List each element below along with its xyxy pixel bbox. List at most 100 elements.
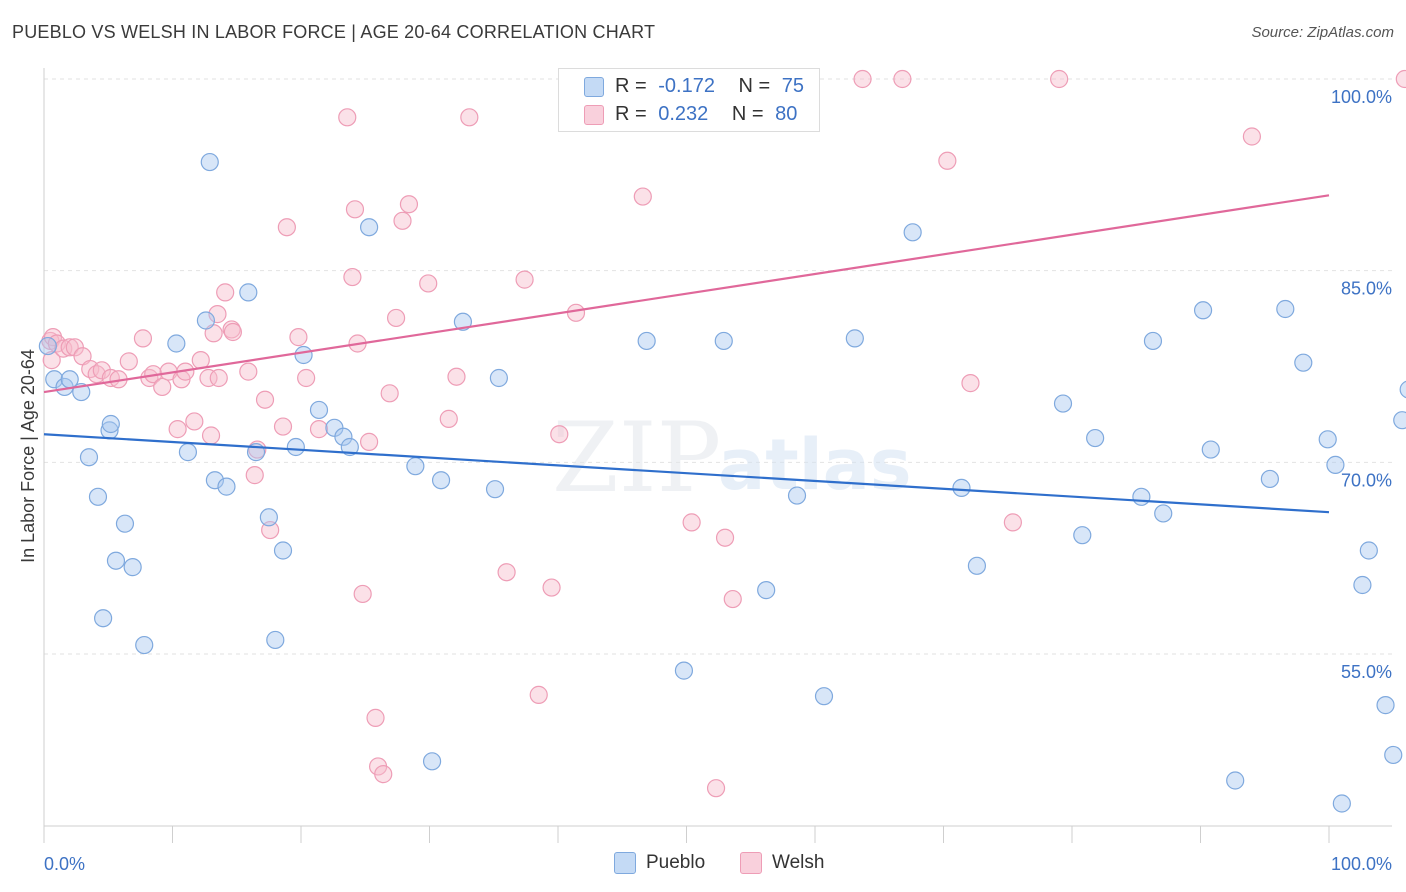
welsh-point <box>119 352 138 371</box>
y-tick-label: 55.0% <box>1341 662 1392 682</box>
chart-title: PUEBLO VS WELSH IN LABOR FORCE | AGE 20-… <box>12 22 656 42</box>
welsh-point <box>60 338 79 357</box>
y-axis-label: In Labor Force | Age 20-64 <box>18 349 38 563</box>
x-tick-label-min: 0.0% <box>44 854 85 874</box>
welsh-n-label: N = <box>731 103 764 125</box>
label-layer: 55.0% 70.0% 85.0% 100.0% 0.0% 100.0% In Labor … <box>18 87 1392 874</box>
pueblo-point <box>135 635 154 655</box>
welsh-point <box>1003 513 1022 532</box>
pueblo-point <box>178 443 198 462</box>
pueblo-point <box>485 480 505 499</box>
welsh-point <box>273 417 293 436</box>
welsh-point <box>542 578 561 597</box>
pueblo-point <box>967 556 987 575</box>
welsh-point <box>439 409 458 428</box>
pueblo-r-label: R = <box>615 75 647 97</box>
welsh-point <box>682 513 701 532</box>
pueblo-point <box>1399 380 1406 399</box>
pueblo-point <box>106 551 126 570</box>
pueblo-point <box>266 630 285 650</box>
welsh-point <box>1395 69 1406 89</box>
legend-item-welsh[interactable]: Welsh <box>740 852 824 874</box>
pueblo-point <box>123 558 142 577</box>
welsh-point <box>54 339 73 358</box>
welsh-point <box>255 390 275 409</box>
welsh-point <box>245 466 264 485</box>
welsh-point <box>529 685 548 704</box>
welsh-point <box>309 420 329 439</box>
pueblo-point <box>637 331 656 351</box>
welsh-point <box>153 377 172 397</box>
trend-layer <box>43 194 1330 514</box>
watermark-atlas: atlas <box>718 424 912 506</box>
welsh-point <box>223 322 242 342</box>
welsh-point <box>393 211 412 230</box>
pueblo-point <box>259 508 278 527</box>
pueblo-point <box>1276 299 1295 319</box>
welsh-point <box>353 584 372 604</box>
welsh-point <box>366 708 385 727</box>
welsh-point <box>1050 69 1069 89</box>
legend-welsh-swatch <box>740 852 762 874</box>
pueblo-point <box>286 437 305 457</box>
pueblo-point <box>1132 487 1151 506</box>
legend-item-pueblo[interactable]: Pueblo <box>614 852 705 874</box>
stats-legend: R = -0.172 N = 75 R = 0.232 N = 80 <box>558 68 820 132</box>
legend-welsh-label: Welsh <box>772 852 825 873</box>
pueblo-point <box>273 541 293 560</box>
pueblo-point <box>1143 331 1163 351</box>
welsh-point <box>386 308 406 328</box>
welsh-point <box>550 425 569 444</box>
welsh-point <box>893 69 912 89</box>
welsh-point <box>343 267 362 287</box>
welsh-swatch <box>584 105 604 125</box>
welsh-point <box>277 218 296 237</box>
welsh-r-value: 0.232 <box>658 103 709 125</box>
welsh-point <box>566 303 586 322</box>
welsh-point <box>497 563 516 582</box>
welsh-point <box>360 432 379 451</box>
welsh-point <box>133 329 153 348</box>
legend-pueblo-label: Pueblo <box>646 852 706 873</box>
pueblo-point <box>79 448 99 467</box>
axis-layer <box>43 68 1392 843</box>
pueblo-point <box>94 609 113 628</box>
pueblo-point <box>845 329 864 348</box>
welsh-point <box>42 351 61 370</box>
welsh-point <box>419 274 438 293</box>
welsh-point <box>380 384 399 403</box>
welsh-point <box>715 528 735 547</box>
pueblo-point <box>489 368 508 388</box>
y-tick-label: 85.0% <box>1341 279 1392 299</box>
pueblo-point <box>1073 526 1092 545</box>
watermark-zip: ZIP <box>552 402 721 514</box>
pueblo-n-label: N = <box>738 75 771 97</box>
welsh-point <box>938 151 957 170</box>
welsh-point <box>201 426 221 445</box>
welsh-point <box>345 200 365 219</box>
welsh-point <box>338 108 357 127</box>
chart-source: Source: ZipAtlas.com <box>1251 24 1394 41</box>
pueblo-point <box>1359 541 1378 560</box>
pueblo-point <box>431 471 451 490</box>
pueblo-point <box>1260 469 1279 489</box>
welsh-point <box>209 368 228 388</box>
welsh-point <box>853 69 872 89</box>
welsh-point <box>706 779 726 798</box>
pueblo-point <box>360 218 379 237</box>
welsh-point <box>460 108 479 127</box>
pueblo-point <box>1384 745 1403 765</box>
pueblo-point <box>1226 771 1245 790</box>
pueblo-point <box>674 661 694 680</box>
pueblo-point <box>1294 353 1313 372</box>
pueblo-point <box>205 471 225 490</box>
pueblo-point <box>167 334 186 353</box>
pueblo-point <box>1201 440 1220 459</box>
watermark: ZIP atlas <box>552 402 912 514</box>
pueblo-trend-line <box>43 433 1330 514</box>
pueblo-point <box>334 427 353 446</box>
pueblo-point <box>200 152 219 172</box>
pueblo-point <box>1326 455 1345 474</box>
pueblo-point <box>952 478 971 497</box>
